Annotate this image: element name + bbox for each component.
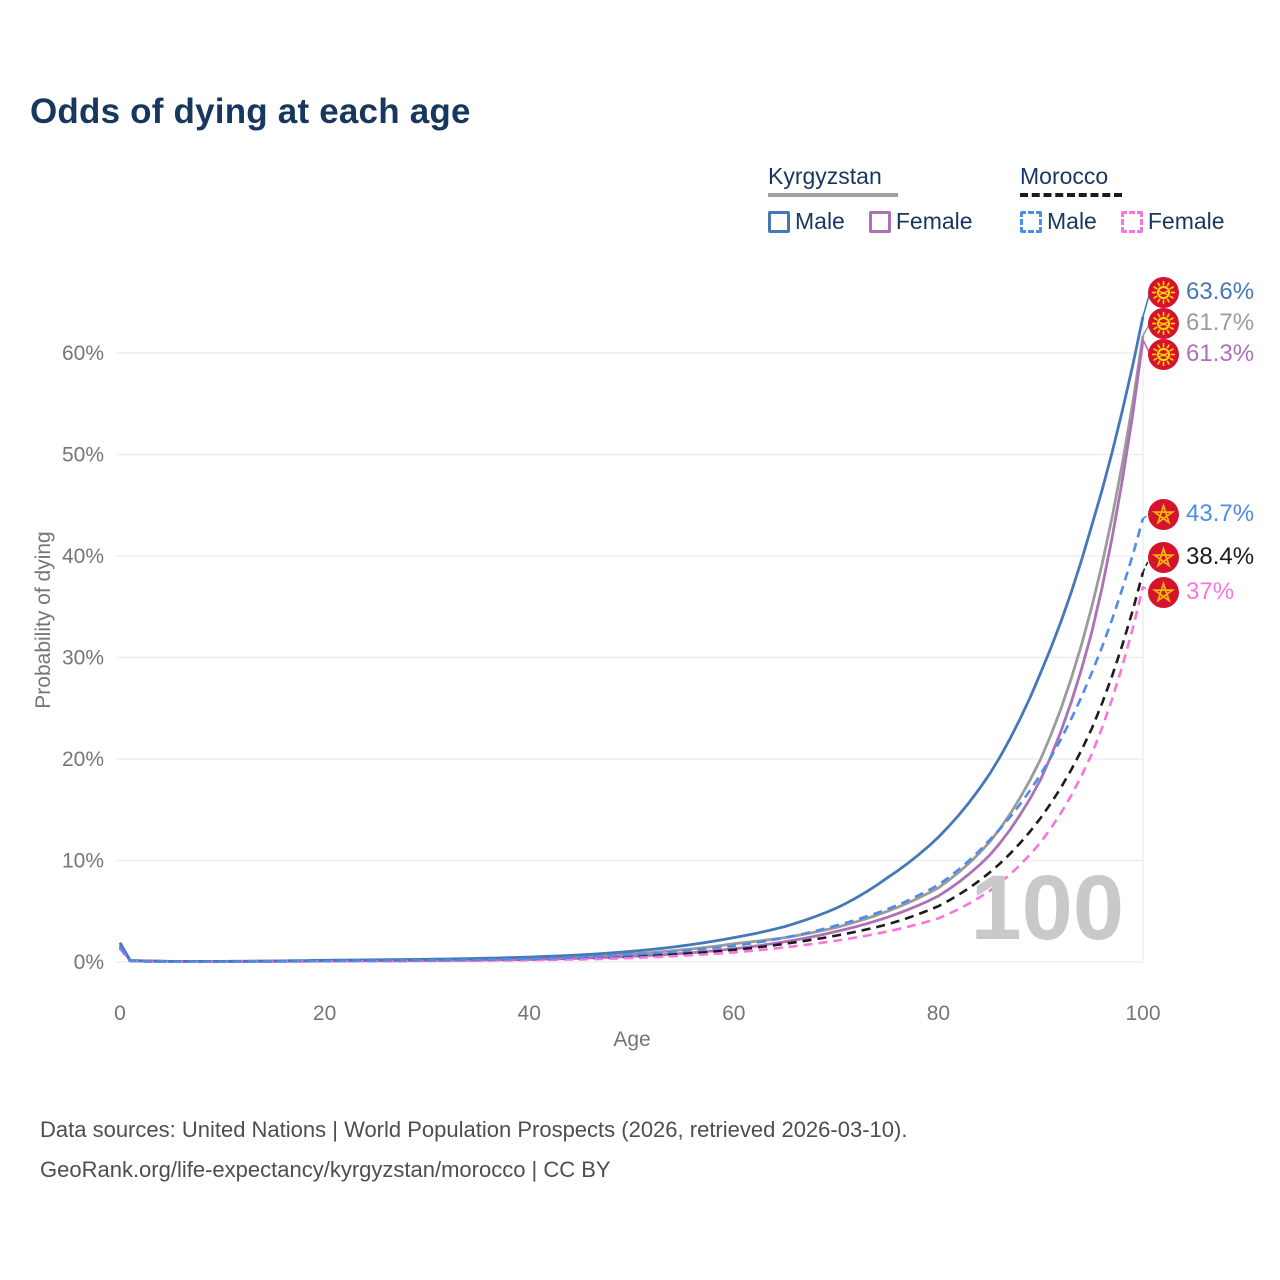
end-value-morocco-female: 37%: [1186, 578, 1235, 605]
x-tick-label: 0: [114, 1002, 126, 1025]
legend-item-kyrgyzstan-male: Male: [768, 208, 845, 235]
legend-group-morocco: Morocco Male Female: [1020, 163, 1225, 235]
legend-label-male: Male: [1047, 208, 1097, 234]
end-value-kyrgyzstan-all: 61.7%: [1186, 309, 1255, 336]
end-value-morocco-all: 38.4%: [1186, 543, 1255, 570]
y-tick-label: 10%: [62, 850, 104, 873]
legend-group-kyrgyzstan: Kyrgyzstan Male Female: [768, 163, 973, 235]
end-value-kyrgyzstan-female: 61.3%: [1186, 340, 1255, 367]
morocco-flag-icon: [1148, 577, 1179, 608]
legend-item-morocco-male: Male: [1020, 208, 1097, 235]
page-title: Odds of dying at each age: [30, 92, 471, 131]
age-counter-watermark: 100: [970, 857, 1125, 959]
end-value-kyrgyzstan-male: 63.6%: [1186, 278, 1255, 305]
legend-item-morocco-female: Female: [1120, 208, 1225, 235]
y-tick-label: 50%: [62, 444, 104, 467]
x-tick-label: 80: [927, 1002, 950, 1025]
legend-country-morocco: Morocco: [1020, 163, 1109, 189]
morocco-flag-icon: [1148, 499, 1179, 530]
end-value-morocco-male: 43.7%: [1186, 500, 1255, 527]
series-line-kyrgyzstan-male: [118, 316, 1145, 963]
end-label-morocco-female: 37%: [1148, 576, 1234, 608]
series-line-morocco-female: [118, 586, 1145, 963]
kyrgyzstan-male-swatch-icon: [768, 210, 790, 233]
end-label-morocco-all: 38.4%: [1148, 541, 1254, 573]
x-tick-label: 100: [1125, 1002, 1160, 1025]
data-sources-line: Data sources: United Nations | World Pop…: [40, 1117, 908, 1142]
end-label-morocco-male: 43.7%: [1148, 498, 1254, 530]
x-axis-title: Age: [613, 1028, 651, 1051]
end-label-kyrgyzstan-all: 61.7%: [1148, 307, 1254, 339]
morocco-flag-icon: [1148, 542, 1179, 573]
x-tick-label: 60: [722, 1002, 745, 1025]
y-tick-label: 40%: [62, 545, 104, 568]
kyrgyzstan-solid-line-swatch: [768, 193, 898, 197]
legend-country-kyrgyzstan: Kyrgyzstan: [768, 163, 882, 189]
x-tick-label: 40: [518, 1002, 541, 1025]
kyrgyzstan-flag-icon: [1148, 277, 1179, 308]
y-axis-title: Probability of dying: [32, 531, 55, 709]
legend-label-male: Male: [795, 208, 845, 234]
y-tick-label: 0%: [74, 951, 104, 974]
end-label-kyrgyzstan-female: 61.3%: [1148, 338, 1254, 370]
legend-item-kyrgyzstan-female: Female: [868, 208, 973, 235]
attribution-line: GeoRank.org/life-expectancy/kyrgyzstan/m…: [40, 1157, 611, 1182]
kyrgyzstan-flag-icon: [1148, 339, 1179, 370]
morocco-female-swatch-icon: [1120, 210, 1143, 233]
legend-label-female: Female: [895, 208, 973, 234]
x-tick-label: 20: [313, 1002, 336, 1025]
y-tick-label: 20%: [62, 748, 104, 771]
morocco-male-swatch-icon: [1020, 210, 1042, 233]
y-tick-label: 30%: [62, 647, 104, 670]
kyrgyzstan-female-swatch-icon: [868, 210, 891, 233]
legend-label-female: Female: [1147, 208, 1225, 234]
series-line-morocco-male: [118, 518, 1145, 963]
y-tick-label: 60%: [62, 342, 104, 365]
kyrgyzstan-flag-icon: [1148, 308, 1179, 339]
footer: Data sources: United Nations | World Pop…: [40, 1110, 907, 1190]
end-label-kyrgyzstan-male: 63.6%: [1148, 276, 1254, 308]
morocco-dashed-line-swatch: [1020, 193, 1122, 197]
